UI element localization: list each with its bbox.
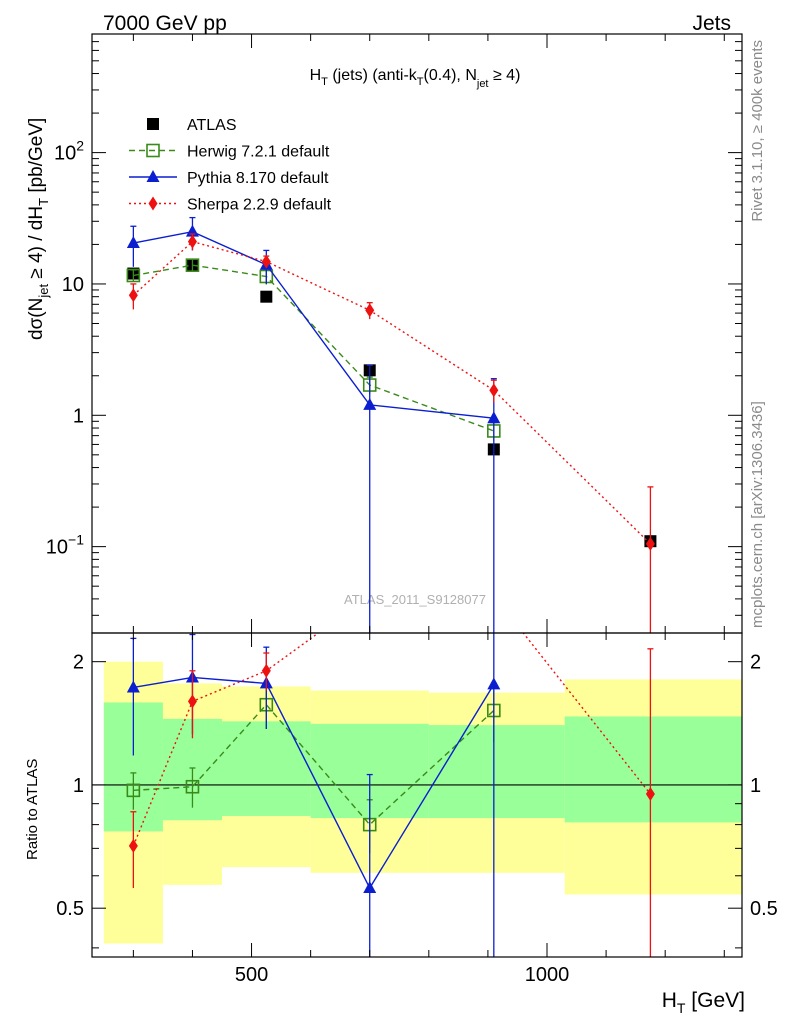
rivet-label: Rivet 3.1.10, ≥ 400k events — [749, 40, 766, 222]
point-3-5 — [645, 536, 655, 551]
ratio-point-0-1 — [185, 779, 200, 794]
ytick-label-ratio-0: 0.5 — [56, 898, 84, 920]
ytick-label-main-2: 10 — [62, 274, 84, 296]
band-inner-4 — [428, 725, 565, 819]
header-right: Jets — [692, 12, 731, 35]
ratio-y-axis-title: Ratio to ATLAS — [24, 759, 41, 860]
ytick-label-ratio-right-0: 0.5 — [750, 898, 778, 920]
ratio-bands — [103, 661, 742, 944]
point-3-3 — [365, 303, 375, 318]
ratio-series — [126, 633, 655, 957]
point-3-1 — [187, 234, 197, 249]
point-1-1 — [185, 258, 200, 272]
ratio-point-2-5 — [645, 787, 655, 802]
ytick-label-main-3: 102 — [54, 138, 84, 165]
point-3-4 — [489, 383, 499, 398]
point-2-0 — [126, 236, 140, 249]
point-3-0 — [128, 288, 138, 303]
ratio-point-1-3 — [363, 881, 377, 894]
analysis-watermark: ATLAS_2011_S9128077 — [344, 592, 486, 607]
ratio-series-2 — [128, 633, 655, 957]
ytick-label-ratio-right-1: 1 — [750, 775, 761, 797]
chart-title: HT (jets) (anti-kT(0.4), Njet ≥ 4) — [310, 67, 521, 90]
series-0 — [127, 258, 657, 548]
xtick-label-0: 500 — [235, 964, 268, 986]
band-inner-2 — [222, 721, 311, 816]
legend-label-0: ATLAS — [187, 117, 237, 134]
ytick-label-ratio-2: 2 — [73, 652, 84, 674]
point-3-2 — [261, 254, 271, 269]
ratio-point-2-1 — [187, 694, 197, 709]
ratio-point-0-0 — [126, 783, 141, 798]
legend-marker-atlas — [147, 118, 159, 130]
ratio-point-1-4 — [487, 677, 501, 690]
legend: ATLAS Herwig 7.2.1 default Pythia 8.170 de… — [129, 117, 332, 214]
axes: 10−1 1 10 102 0.5 0.5 1 1 2 2 500 1000 — [46, 33, 778, 986]
point-1-0 — [126, 268, 141, 283]
series-line-3 — [132, 240, 651, 545]
ytick-label-main-0: 10−1 — [46, 532, 84, 559]
ytick-label-ratio-right-2: 2 — [750, 652, 761, 674]
point-2-4 — [487, 411, 501, 424]
point-2-3 — [363, 397, 377, 410]
series-3 — [128, 233, 655, 633]
y-axis-title: dσ(Njet ≥ 4) / dHT [pb/GeV] — [26, 118, 51, 340]
ytick-label-ratio-1: 1 — [73, 775, 84, 797]
mcplots-label: mcplots.cern.ch [arXiv:1306.3436] — [749, 401, 766, 628]
ratio-point-2-2 — [261, 663, 271, 678]
header-left: 7000 GeV pp — [103, 12, 227, 35]
ytick-label-main-1: 1 — [73, 405, 84, 427]
legend-marker-3 — [148, 196, 158, 211]
legend-label-2: Pythia 8.170 default — [187, 170, 329, 187]
band-inner-5 — [564, 716, 742, 823]
ratio-line-2 — [132, 633, 651, 847]
ratio-point-1-0 — [126, 680, 140, 693]
atlas-point-2 — [260, 290, 273, 303]
series-2 — [126, 216, 501, 633]
main-series — [126, 216, 657, 633]
legend-marker-2 — [146, 170, 160, 182]
point-2-1 — [185, 224, 199, 237]
ratio-line-0 — [133, 703, 495, 826]
legend-label-1: Herwig 7.2.1 default — [187, 144, 330, 161]
x-axis-title: HT [GeV] — [662, 989, 745, 1016]
legend-marker-1 — [146, 143, 160, 158]
series-line-1 — [133, 264, 495, 432]
ratio-point-2-0 — [128, 838, 138, 853]
legend-label-3: Sherpa 2.2.9 default — [187, 197, 332, 214]
xtick-label-1: 1000 — [525, 964, 570, 986]
ratio-frame — [91, 632, 743, 958]
